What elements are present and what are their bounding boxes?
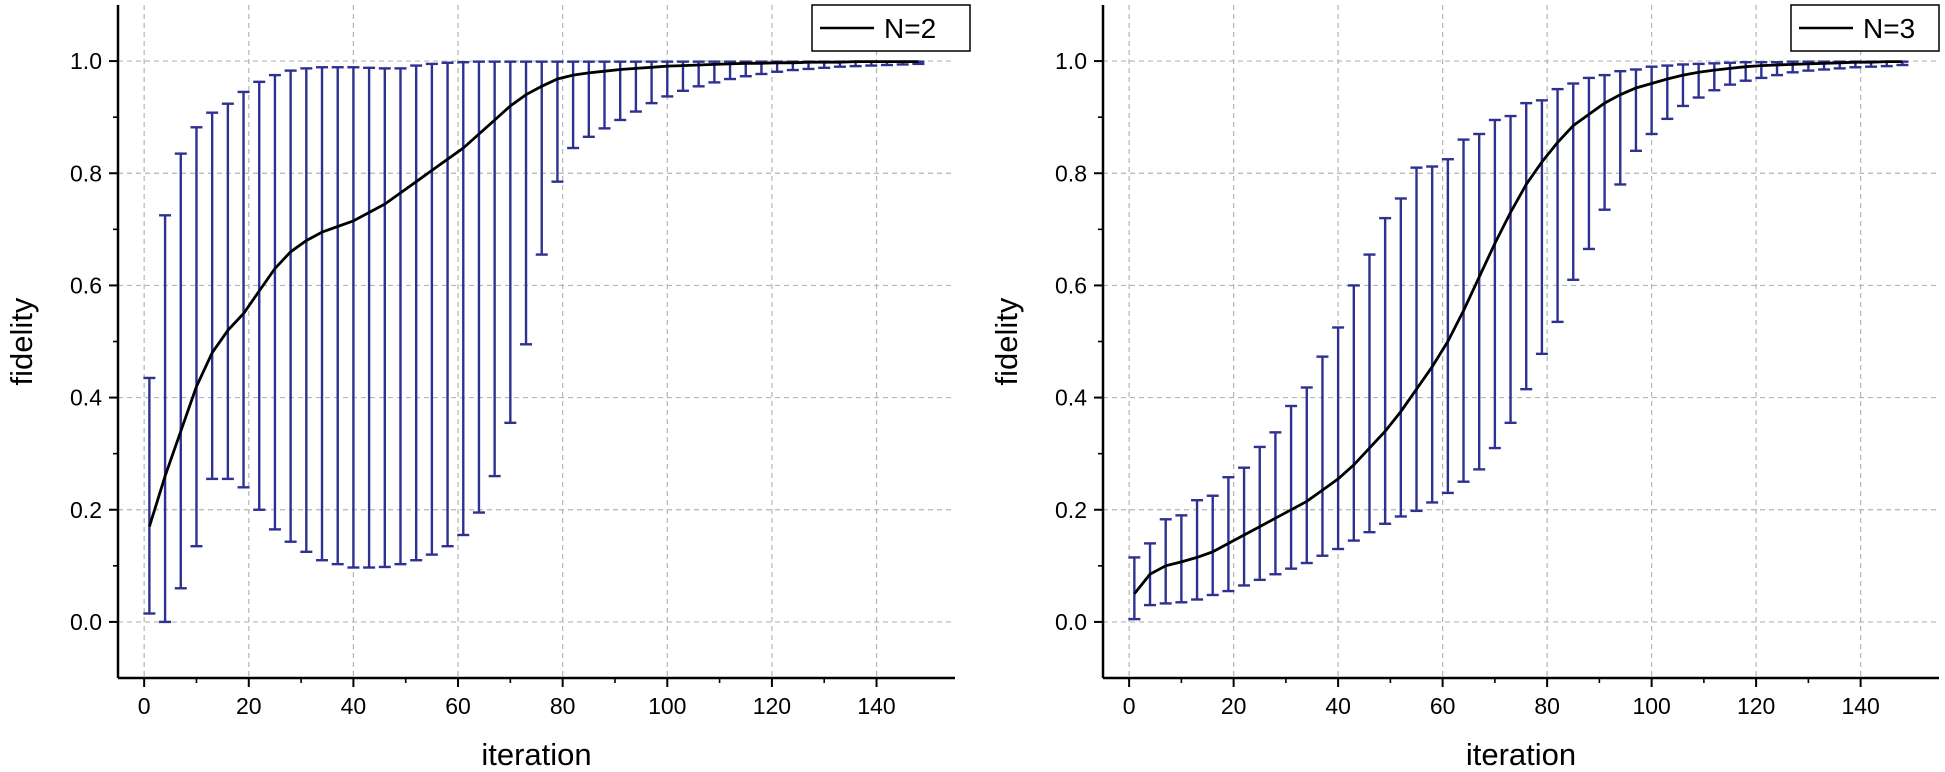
x-tick-label: 60 (445, 693, 471, 719)
x-tick-label: 60 (1430, 693, 1456, 719)
y-tick-label: 0.0 (1055, 609, 1087, 635)
grid (1103, 5, 1939, 678)
axes (109, 5, 955, 687)
y-tick-label: 0.2 (70, 497, 102, 523)
y-tick-label: 0.6 (1055, 272, 1087, 298)
series-line-n3 (1133, 60, 1903, 595)
x-axis-title: iteration (481, 737, 591, 772)
x-tick-label: 20 (1221, 693, 1247, 719)
y-tick-label: 0.4 (70, 385, 102, 411)
y-axis-title: fidelity (4, 297, 39, 385)
x-tick-label: 20 (236, 693, 262, 719)
x-tick-label: 0 (1123, 693, 1136, 719)
error-bars (143, 60, 925, 624)
y-tick-label: 0.6 (70, 272, 102, 298)
x-tick-label: 140 (1841, 693, 1879, 719)
x-tick-label: 120 (753, 693, 791, 719)
legend-label: N=3 (1863, 13, 1915, 44)
legend-label: N=2 (884, 13, 936, 44)
chart-panel-n3: 0 20 40 60 80 100 120 140 0.0 0.2 0.4 0.6 0.8 1.0 ite… (989, 4, 1940, 772)
x-tick-label: 140 (857, 693, 895, 719)
y-tick-label: 0.4 (1055, 385, 1087, 411)
x-axis-title: iteration (1466, 737, 1576, 772)
y-tick-label: 0.8 (70, 160, 102, 186)
y-tick-label: 0.0 (70, 609, 102, 635)
legend: N=2 (811, 4, 971, 52)
series-line-n2 (148, 60, 919, 528)
tick-labels: 0 20 40 60 80 100 120 140 0.0 0.2 0.4 0.6 0.8 1.0 (1055, 48, 1880, 719)
chart-panel-n2: 0 20 40 60 80 100 120 140 0.0 0.2 0.4 0.6 0.8 1.0 ite… (4, 4, 971, 772)
y-tick-label: 1.0 (1055, 48, 1087, 74)
x-tick-label: 40 (341, 693, 367, 719)
x-tick-label: 120 (1737, 693, 1775, 719)
x-tick-label: 80 (550, 693, 576, 719)
axes (1094, 5, 1939, 687)
x-tick-label: 80 (1534, 693, 1560, 719)
y-tick-label: 0.2 (1055, 497, 1087, 523)
x-tick-label: 40 (1325, 693, 1351, 719)
y-tick-label: 0.8 (1055, 160, 1087, 186)
tick-labels: 0 20 40 60 80 100 120 140 0.0 0.2 0.4 0.6 0.8 1.0 (70, 48, 896, 719)
error-bars (1128, 60, 1909, 621)
x-tick-label: 100 (1632, 693, 1670, 719)
y-tick-label: 1.0 (70, 48, 102, 74)
x-tick-label: 0 (138, 693, 151, 719)
legend: N=3 (1790, 4, 1940, 52)
y-axis-title: fidelity (989, 297, 1024, 385)
x-tick-label: 100 (648, 693, 686, 719)
